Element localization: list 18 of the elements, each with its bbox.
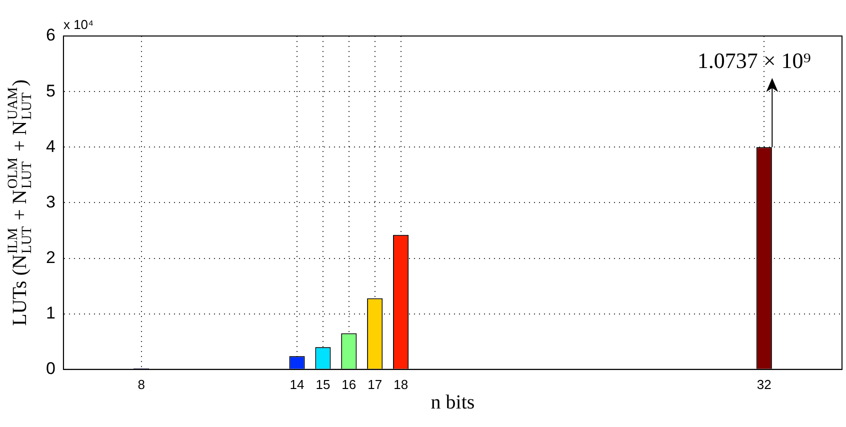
x-tick-label: 15 xyxy=(316,376,330,392)
x-tick-label: 14 xyxy=(290,376,304,392)
annotation: 1.0737 × 10⁹ xyxy=(697,48,812,73)
y-tick-label: 3 xyxy=(46,192,56,212)
x-tick-label: 17 xyxy=(368,376,382,392)
x-axis-title: n bits xyxy=(430,392,475,414)
text: x 10⁴ xyxy=(63,17,94,32)
y-tick-label: 1 xyxy=(46,304,56,323)
text: LUTs (NLUTILM + NLUTOLM + NLUTUAM) xyxy=(6,79,35,326)
x-tick-label: 8 xyxy=(138,376,145,392)
y-tick-label: 2 xyxy=(46,248,56,267)
y-tick-label: 4 xyxy=(46,136,56,156)
x-tick-label: 18 xyxy=(394,376,408,392)
x-tick-label: 16 xyxy=(342,376,356,392)
x-tick-label: 32 xyxy=(756,376,772,392)
y-tick-label: 5 xyxy=(46,81,56,100)
y-tick-label: 6 xyxy=(46,26,56,45)
y-tick-label: 0 xyxy=(46,359,56,378)
